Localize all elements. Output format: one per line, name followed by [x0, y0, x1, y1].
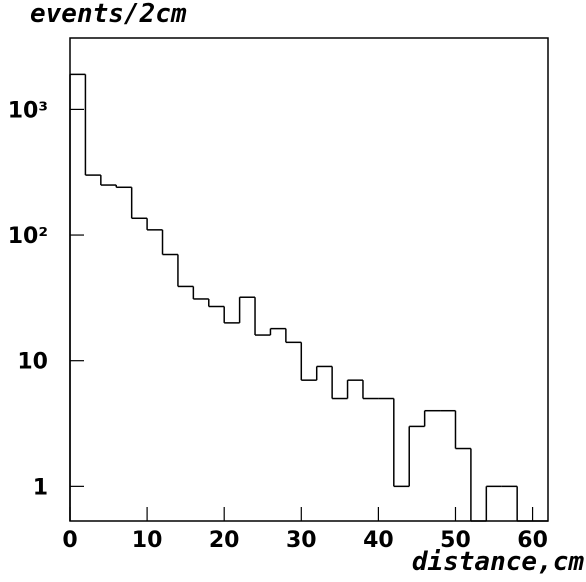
x-tick-label: 10 — [132, 528, 163, 553]
y-axis-label: events/2cm — [30, 0, 187, 29]
y-tick-label: 10³ — [8, 98, 48, 123]
x-tick-label: 0 — [62, 528, 77, 553]
x-tick-label: 60 — [517, 528, 548, 553]
y-tick-label: 1 — [33, 475, 48, 500]
x-tick-label: 50 — [440, 528, 471, 553]
y-tick-label: 10 — [17, 350, 48, 375]
x-axis-label: distance,cm — [412, 547, 585, 577]
x-tick-label: 20 — [209, 528, 240, 553]
plot-frame — [69, 37, 549, 522]
x-tick-label: 40 — [363, 528, 394, 553]
x-tick-label: 30 — [286, 528, 317, 553]
y-tick-label: 10² — [8, 224, 48, 249]
